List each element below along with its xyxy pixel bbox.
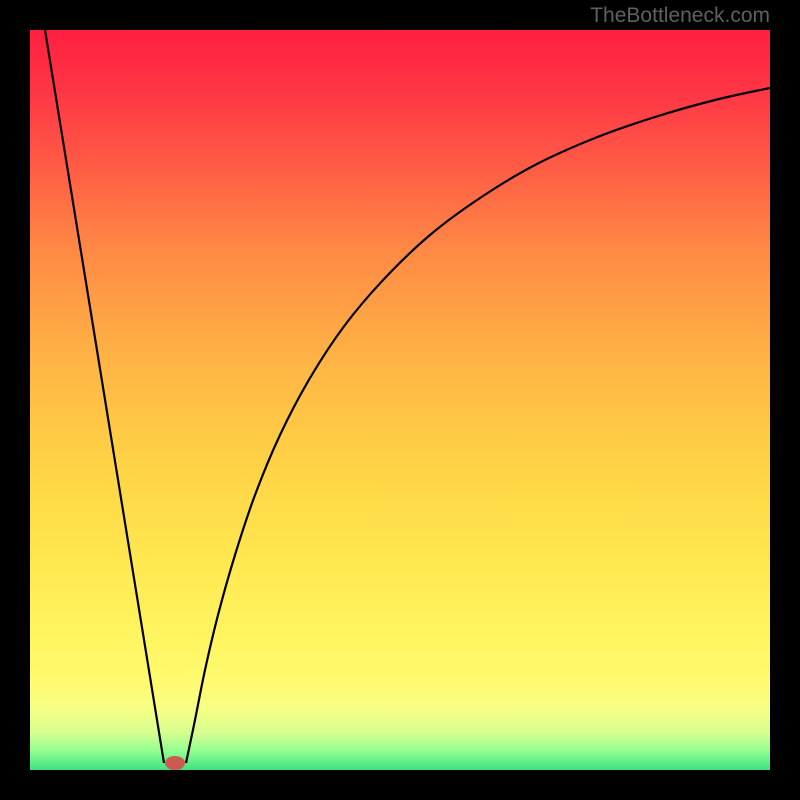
minimum-marker (165, 756, 185, 770)
watermark-text: TheBottleneck.com (590, 4, 770, 27)
bottleneck-chart: TheBottleneck.com (0, 0, 800, 800)
chart-svg: TheBottleneck.com (0, 0, 800, 800)
plot-background (30, 30, 770, 770)
